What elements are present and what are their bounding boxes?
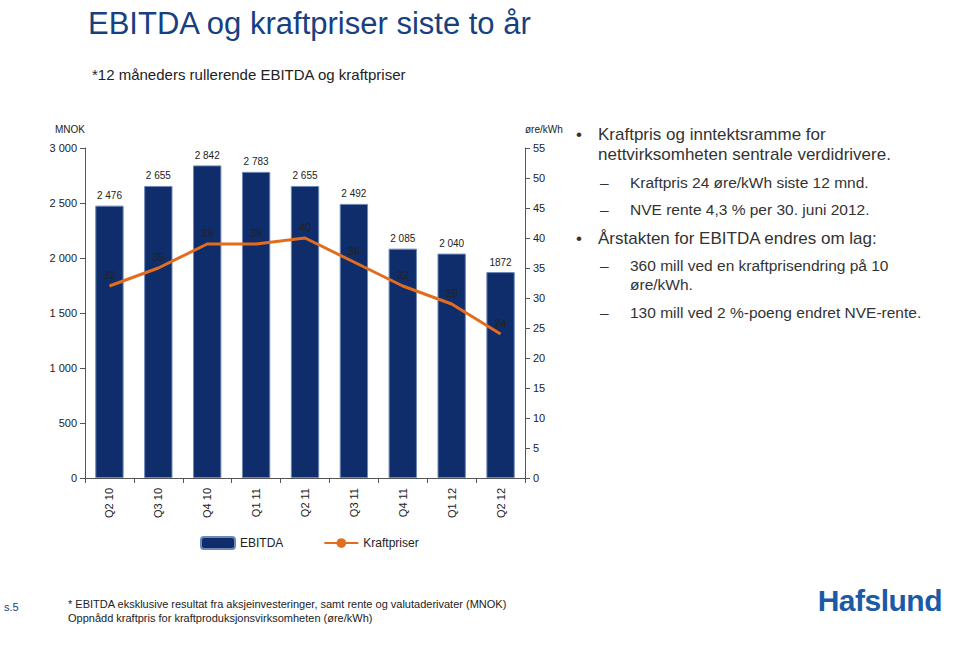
- svg-text:Kraftpriser: Kraftpriser: [363, 536, 418, 550]
- svg-text:Q4 11: Q4 11: [397, 488, 409, 517]
- svg-text:35: 35: [533, 262, 545, 274]
- svg-text:2 476: 2 476: [97, 190, 122, 201]
- svg-text:32: 32: [397, 269, 409, 281]
- svg-text:40: 40: [299, 221, 311, 233]
- svg-text:2 085: 2 085: [390, 233, 415, 244]
- svg-text:2 655: 2 655: [146, 170, 171, 181]
- svg-text:1 500: 1 500: [49, 307, 77, 319]
- svg-text:36: 36: [348, 245, 360, 257]
- svg-text:2 500: 2 500: [49, 197, 77, 209]
- svg-text:55: 55: [533, 142, 545, 154]
- svg-text:3 000: 3 000: [49, 142, 77, 154]
- svg-text:25: 25: [533, 322, 545, 334]
- svg-text:35: 35: [152, 251, 164, 263]
- svg-text:5: 5: [533, 442, 539, 454]
- html-text:* EBITDA eksklusive resultat f: * EBITDA eksklusive resultat fra aksjein…: [68, 598, 507, 610]
- svg-text:39: 39: [201, 227, 213, 239]
- svg-text:15: 15: [533, 382, 545, 394]
- html-text:EBITDA og kraftpriser siste to: EBITDA og kraftpriser siste to år: [88, 6, 531, 41]
- html-text:Kraftpris 24 øre/kWh siste 12: Kraftpris 24 øre/kWh siste 12 mnd.: [630, 173, 869, 191]
- svg-text:29: 29: [446, 287, 458, 299]
- svg-text:Q2 12: Q2 12: [495, 488, 507, 518]
- svg-text:32: 32: [103, 269, 115, 281]
- svg-text:39: 39: [250, 227, 262, 239]
- svg-text:0: 0: [71, 472, 77, 484]
- svg-text:2 655: 2 655: [292, 170, 317, 181]
- svg-text:Q4 10: Q4 10: [201, 488, 213, 518]
- svg-text:45: 45: [533, 202, 545, 214]
- svg-text:2 040: 2 040: [439, 238, 464, 249]
- svg-text:20: 20: [533, 352, 545, 364]
- svg-text:Q1 11: Q1 11: [250, 488, 262, 517]
- svg-text:Q3 10: Q3 10: [152, 488, 164, 518]
- svg-text:40: 40: [533, 232, 545, 244]
- svg-text:EBITDA: EBITDA: [240, 536, 283, 550]
- html-text:130 mill ved 2 %-poeng endret: 130 mill ved 2 %-poeng endret NVE-rente.: [630, 303, 922, 321]
- svg-text:50: 50: [533, 172, 545, 184]
- svg-text:øre/kWh: øre/kWh: [525, 124, 563, 135]
- svg-text:10: 10: [533, 412, 545, 424]
- html-text:Årstakten for EBITDA endres om: Årstakten for EBITDA endres om lag:: [598, 229, 877, 248]
- svg-text:1 000: 1 000: [49, 362, 77, 374]
- html-text:Kraftpris og inntektsramme for: Kraftpris og inntektsramme for nettvirks…: [598, 125, 891, 165]
- html-text:Oppnådd kraftpris for kraftpro: Oppnådd kraftpris for kraftproduksjonsvi…: [68, 612, 373, 625]
- svg-text:0: 0: [533, 472, 539, 484]
- html-text:s.5: s.5: [4, 601, 19, 613]
- svg-text:1872: 1872: [489, 257, 512, 268]
- html-text:NVE rente 4,3 % per 30. juni 2: NVE rente 4,3 % per 30. juni 2012.: [630, 201, 870, 219]
- html-text:360 mill ved en kraftprisendri: 360 mill ved en kraftprisendring på 10 ø…: [630, 257, 889, 293]
- svg-text:2 492: 2 492: [341, 188, 366, 199]
- svg-text:Q2 11: Q2 11: [299, 488, 311, 517]
- svg-text:2 783: 2 783: [244, 156, 269, 167]
- svg-text:Q2 10: Q2 10: [103, 488, 115, 518]
- svg-text:Q3 11: Q3 11: [348, 488, 360, 517]
- svg-text:30: 30: [533, 292, 545, 304]
- svg-text:2 842: 2 842: [195, 150, 220, 161]
- html-text:Hafslund: Hafslund: [817, 584, 942, 617]
- svg-text:MNOK: MNOK: [55, 124, 85, 135]
- html-text:*12 måneders rullerende EBITDA: *12 måneders rullerende EBITDA og kraftp…: [92, 66, 406, 83]
- svg-text:24: 24: [494, 317, 506, 329]
- svg-text:500: 500: [59, 417, 77, 429]
- svg-text:Q1 12: Q1 12: [446, 488, 458, 518]
- svg-text:2 000: 2 000: [49, 252, 77, 264]
